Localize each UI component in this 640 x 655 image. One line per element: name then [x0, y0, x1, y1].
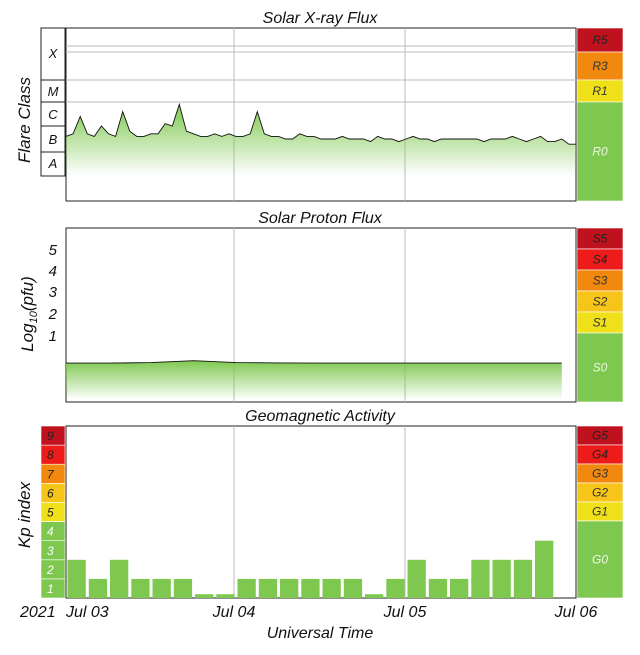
xray-plot-area [65, 27, 577, 202]
scale-label: G2 [592, 486, 608, 500]
proton-y-axis-label: Log10(pfu) [18, 276, 40, 352]
scale-label: S4 [593, 253, 608, 267]
kp-bar [131, 578, 150, 598]
kp-level-label: 5 [47, 506, 54, 520]
scale-label: S3 [593, 274, 608, 288]
proton-plot-area [65, 227, 577, 403]
kp-bar [343, 578, 363, 598]
radiation-storm-scale: S5 S4 S3 S2 S1 S0 [576, 227, 624, 403]
kp-level-label: 3 [47, 544, 54, 558]
kp-level-label: 9 [47, 429, 54, 443]
kp-bar [67, 559, 86, 598]
xray-panel-title: Solar X-ray Flux [263, 10, 379, 27]
kp-bar [195, 594, 214, 598]
proton-flux-fill [66, 360, 562, 400]
x-tick-jul06: Jul 06 [554, 604, 598, 621]
flare-class-c: C [48, 107, 58, 122]
proton-tick-2: 2 [48, 306, 58, 323]
scale-label: G5 [592, 429, 608, 443]
kp-bar [407, 559, 426, 598]
xray-y-axis-label: Flare Class [15, 77, 34, 163]
flare-class-a: A [48, 156, 58, 171]
proton-y-ticks: 5 4 3 2 1 [48, 242, 58, 345]
kp-level-label: 8 [47, 448, 54, 462]
kp-bar [216, 594, 235, 598]
kp-bar [152, 578, 171, 598]
flare-class-x: X [48, 46, 59, 61]
flare-class-b: B [49, 132, 58, 147]
flare-class-m: M [48, 84, 59, 99]
kp-bar [110, 559, 129, 598]
x-axis-year: 2021 [19, 604, 56, 621]
kp-bar [237, 578, 256, 598]
proton-panel-title: Solar Proton Flux [258, 210, 383, 227]
scale-label: S0 [593, 361, 608, 375]
kp-bar [492, 559, 511, 598]
geomagnetic-storm-scale: G5 G4 G3 G2 G1 G0 [576, 425, 624, 599]
kp-bar [535, 540, 554, 598]
xray-flux-line [65, 102, 576, 145]
kp-bar [173, 578, 193, 598]
scale-label: R5 [592, 33, 608, 47]
x-tick-jul03: Jul 03 [65, 604, 109, 621]
flare-class-scale: X M C B A [40, 27, 66, 177]
kp-bar [365, 594, 384, 598]
scale-label: S5 [593, 232, 608, 246]
scale-label: G0 [592, 553, 608, 567]
kp-bar [301, 578, 320, 598]
scale-label: G4 [592, 448, 608, 462]
kp-bar [322, 578, 341, 598]
radio-blackout-scale: R5 R3 R1 R0 [576, 27, 624, 202]
geomag-panel-title: Geomagnetic Activity [245, 408, 396, 425]
proton-tick-4: 4 [49, 263, 57, 280]
kp-bar [88, 578, 108, 598]
scale-label: G3 [592, 467, 608, 481]
x-tick-jul04: Jul 04 [212, 604, 256, 621]
kp-bar [258, 578, 278, 598]
proton-tick-3: 3 [49, 284, 58, 301]
x-tick-jul05: Jul 05 [383, 604, 427, 621]
kp-level-label: 6 [47, 486, 54, 500]
proton-tick-5: 5 [49, 242, 58, 259]
x-axis-label: Universal Time [267, 625, 374, 642]
scale-label: R0 [592, 145, 608, 159]
kp-level-label: 1 [47, 582, 54, 596]
kp-bar [428, 578, 448, 598]
scale-label: S2 [593, 295, 608, 309]
kp-bar [471, 559, 490, 598]
geomag-y-axis-label: Kp index [15, 481, 34, 548]
kp-bar [513, 559, 533, 598]
kp-level-label: 4 [47, 525, 54, 539]
kp-level-label: 2 [46, 563, 54, 577]
scale-label: R1 [592, 84, 607, 98]
proton-tick-1: 1 [49, 328, 57, 345]
scale-label: R3 [592, 59, 608, 73]
kp-bar [386, 578, 405, 598]
kp-plot-area [65, 425, 577, 599]
kp-bar [280, 578, 299, 598]
kp-bar [450, 578, 469, 598]
proton-flux-line [66, 360, 562, 364]
x-axis: 2021 Jul 03 Jul 04 Jul 05 Jul 06 Univers… [19, 604, 597, 642]
scale-label: S1 [593, 316, 608, 330]
kp-level-label: 7 [47, 467, 55, 481]
kp-scale: 1 2 3 4 5 6 7 8 9 [40, 425, 66, 599]
xray-flux-fill [66, 104, 576, 176]
scale-label: G1 [592, 505, 608, 519]
